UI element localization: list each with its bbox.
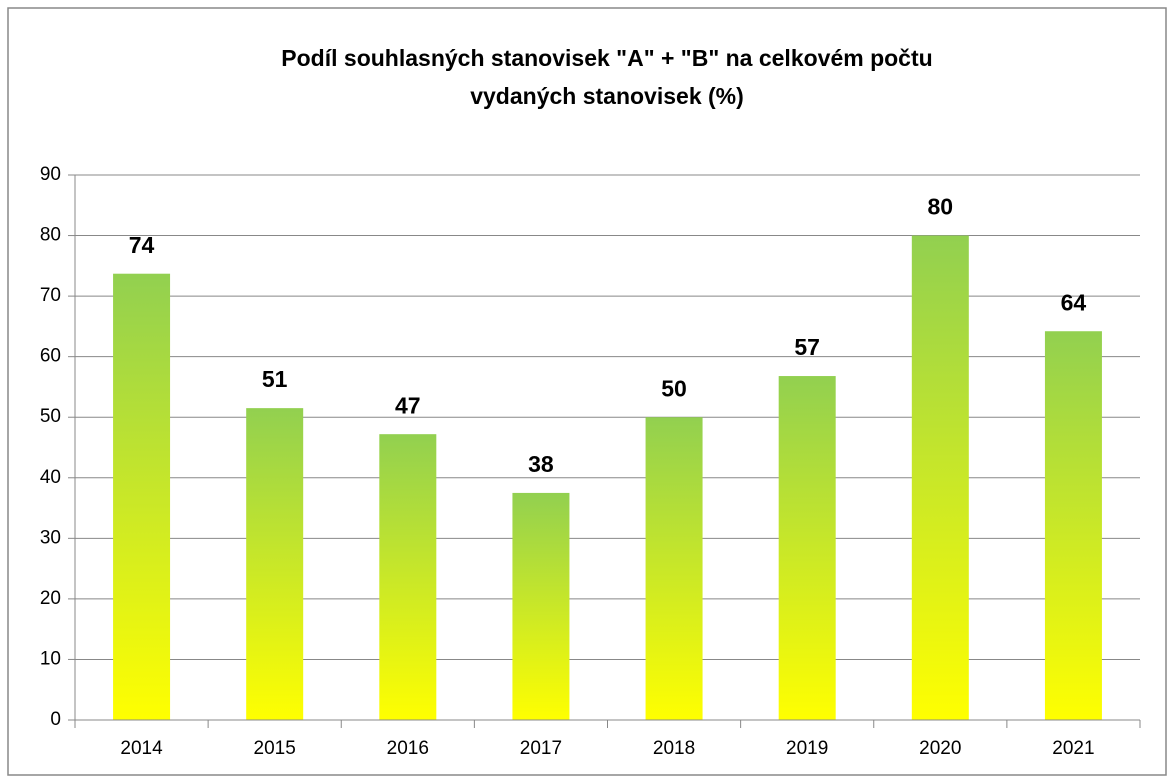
chart-title: Podíl souhlasných stanovisek "A" + "B" n…: [281, 45, 932, 71]
x-tick-label: 2017: [520, 738, 562, 759]
data-label: 47: [395, 392, 421, 418]
data-label: 50: [661, 375, 687, 401]
data-label: 64: [1061, 289, 1087, 315]
bar: [246, 408, 304, 720]
bar: [512, 492, 570, 720]
y-tick-label: 80: [40, 225, 61, 246]
chart-title: vydaných stanovisek (%): [470, 83, 744, 109]
data-label: 80: [928, 194, 954, 220]
x-tick-label: 2014: [120, 738, 163, 759]
x-tick-label: 2019: [786, 738, 828, 759]
x-tick-label: 2020: [919, 738, 961, 759]
x-tick-label: 2018: [653, 738, 695, 759]
bar: [113, 273, 171, 720]
data-label: 38: [528, 451, 554, 477]
x-tick-label: 2021: [1052, 738, 1094, 759]
x-tick-label: 2015: [254, 738, 296, 759]
data-label: 57: [794, 334, 820, 360]
x-tick-label: 2016: [387, 738, 429, 759]
data-label: 51: [262, 366, 288, 392]
y-tick-label: 30: [40, 527, 61, 548]
chart-border: [7, 7, 1167, 776]
y-tick-label: 20: [40, 588, 61, 609]
data-label: 74: [129, 232, 155, 258]
bar: [645, 417, 703, 720]
bar: [379, 434, 437, 720]
bar: [1044, 331, 1102, 720]
y-tick-label: 90: [40, 164, 61, 185]
bar: [778, 376, 836, 720]
y-tick-label: 50: [40, 406, 61, 427]
y-tick-label: 10: [40, 648, 61, 669]
bar: [911, 235, 969, 721]
y-tick-label: 40: [40, 467, 61, 488]
y-tick-label: 70: [40, 285, 61, 306]
y-tick-label: 0: [50, 709, 61, 730]
y-tick-label: 60: [40, 346, 61, 367]
